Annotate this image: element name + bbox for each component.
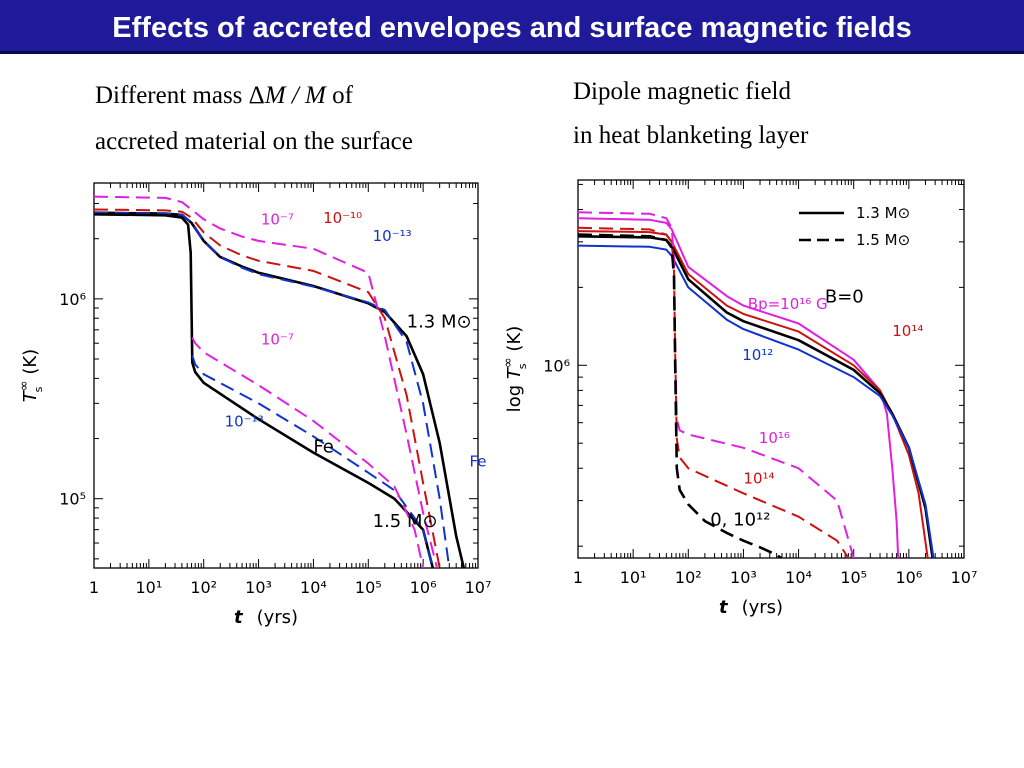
series-line-black-dashed — [578, 233, 782, 558]
x-tick-label: 10⁶ — [895, 568, 922, 587]
series-group — [94, 195, 466, 568]
series-line-red-dashed — [94, 208, 441, 568]
series-group — [578, 211, 935, 558]
left-caption-line2: accreted material on the surface — [95, 128, 413, 155]
x-tick-label: 10³ — [730, 568, 757, 587]
y-axis-label: T∞s (K) — [17, 349, 45, 402]
caption-slash: / — [285, 82, 306, 109]
x-tick-label: 10⁶ — [410, 578, 437, 597]
series-line-magenta-dashed — [191, 337, 425, 568]
x-tick-label: 10⁷ — [465, 578, 492, 597]
series-annotation: 1.5 M⊙ — [373, 511, 438, 532]
x-tick-label: 10³ — [245, 578, 272, 597]
series-line-blue-dashed — [94, 211, 451, 568]
series-line-magenta-dashed — [578, 211, 855, 558]
series-annotation: 10⁻⁷ — [261, 211, 294, 229]
caption-M: M — [305, 82, 326, 109]
y-axis-var: T — [504, 366, 525, 379]
series-annotation: 10⁻¹³ — [225, 412, 264, 430]
x-axis-unit: (yrs) — [742, 597, 783, 618]
x-tick-label: 10⁵ — [840, 568, 867, 587]
series-line-red-dashed — [578, 226, 850, 558]
series-annotation: Fe — [313, 437, 333, 458]
x-tick-label: 10² — [190, 578, 217, 597]
x-tick-label: 10⁴ — [300, 578, 327, 597]
x-tick-label: 10⁴ — [785, 568, 812, 587]
caption-text: Different mass — [95, 82, 249, 109]
series-line-magenta-dashed — [94, 195, 439, 568]
caption-M: M — [264, 82, 286, 109]
series-line-magenta-solid — [578, 217, 900, 558]
series-line-black-solid — [94, 213, 435, 568]
series-line-blue-solid — [578, 244, 935, 558]
x-axis-var: t — [719, 597, 729, 618]
series-annotation: 10¹² — [742, 346, 773, 364]
y-axis-sub: s — [516, 363, 529, 369]
x-tick-label: 10² — [675, 568, 702, 587]
title-bar: Effects of accreted envelopes and surfac… — [0, 0, 1024, 54]
series-annotation: 10¹⁴ — [743, 469, 774, 487]
caption-of: of — [325, 82, 353, 109]
series-annotation: 10¹⁶ — [759, 429, 790, 447]
delta-symbol: Δ — [248, 82, 265, 109]
series-annotation: 10⁻⁷ — [261, 331, 294, 349]
x-tick-label: 10⁵ — [355, 578, 382, 597]
series-annotation: 10¹⁴ — [892, 322, 923, 340]
left-caption-line1: Different mass ΔM / M of — [95, 82, 353, 110]
y-axis-unit: (K) — [20, 349, 41, 375]
x-tick-label: 10⁷ — [951, 568, 978, 587]
x-axis-unit: (yrs) — [257, 607, 298, 628]
y-axis-sup: ∞ — [501, 357, 516, 368]
x-axis-var: t — [234, 607, 244, 628]
y-axis-log: log — [504, 379, 525, 412]
right-caption-line2: in heat blanketing layer — [573, 122, 809, 149]
y-tick-label: 10⁶ — [543, 356, 570, 375]
legend-label: 1.3 M⊙ — [856, 204, 910, 222]
x-tick-label: 1 — [89, 578, 99, 597]
x-axis-label: t (yrs) — [719, 597, 783, 618]
series-annotation: 10⁻¹³ — [373, 227, 412, 245]
y-axis-var: T — [20, 389, 41, 402]
series-annotation: 10⁻¹⁰ — [323, 209, 362, 227]
right-caption-line1: Dipole magnetic field — [573, 78, 791, 105]
series-annotation: 1.3 M⊙ — [407, 311, 472, 332]
series-annotation: B=0 — [825, 286, 864, 307]
series-annotation: Bp=10¹⁶ G — [748, 295, 828, 313]
y-axis-sup: ∞ — [17, 380, 32, 391]
x-tick-label: 10¹ — [620, 568, 647, 587]
series-line-blue-dashed — [191, 355, 434, 568]
y-axis-sub: s — [32, 386, 45, 392]
y-tick-label: 10⁵ — [59, 490, 86, 509]
legend-label: 1.5 M⊙ — [856, 231, 910, 249]
x-axis-label: t (yrs) — [234, 607, 298, 628]
plot-frame — [577, 179, 965, 559]
series-annotation: 0, 10¹² — [710, 510, 770, 531]
series-annotation: Fe — [470, 452, 487, 470]
plot-frame — [93, 182, 479, 569]
x-tick-label: 10¹ — [135, 578, 162, 597]
y-tick-label: 10⁶ — [59, 290, 86, 309]
x-tick-label: 1 — [573, 568, 583, 587]
y-axis-label: log T∞s (K) — [501, 326, 529, 413]
slide-title: Effects of accreted envelopes and surfac… — [112, 12, 912, 44]
y-axis-unit: (K) — [504, 326, 525, 352]
